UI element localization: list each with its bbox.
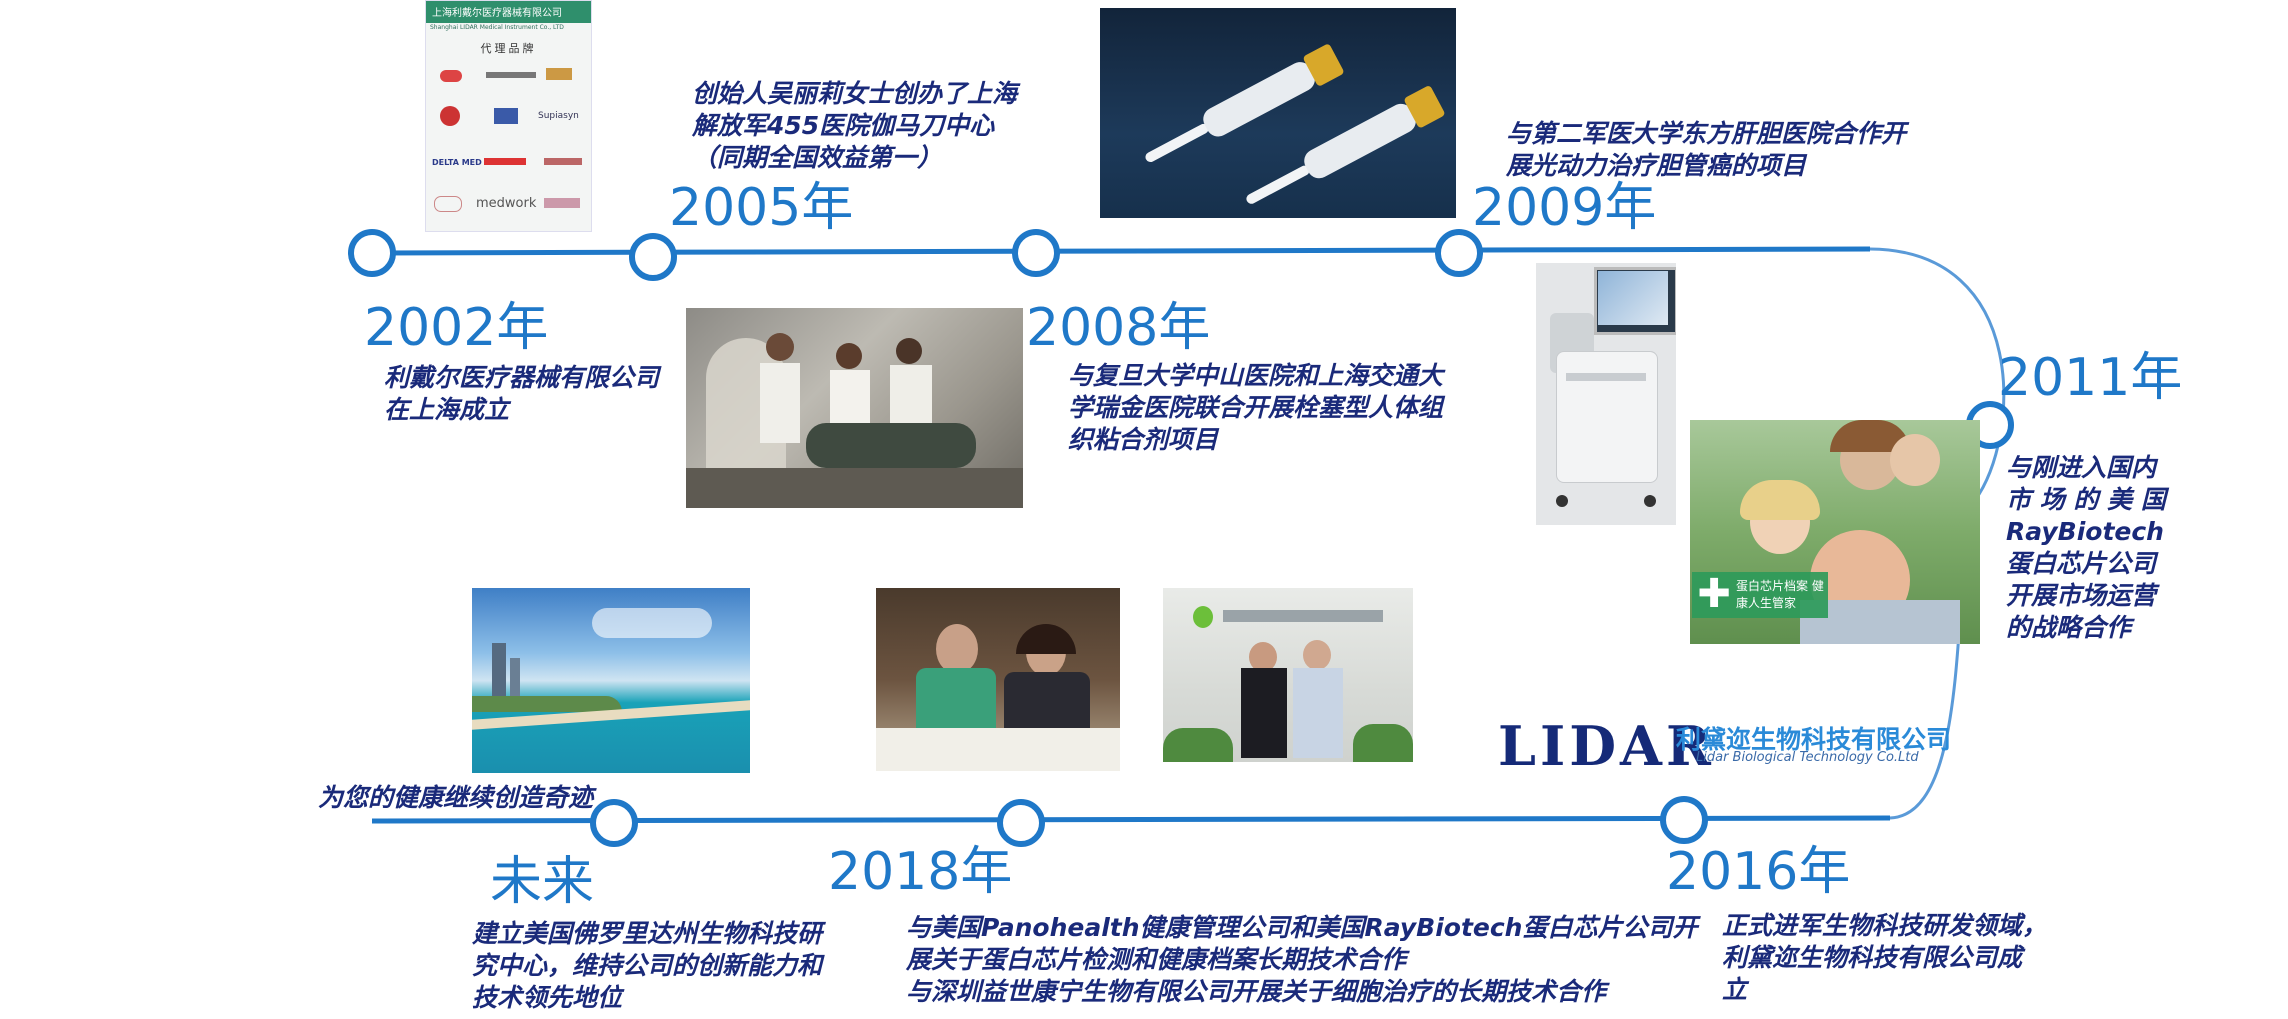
desc-line: 与深圳益世康宁生物有限公司开展关于细胞治疗的长期技术合作 (906, 977, 1607, 1006)
desc-line: 创始人吴丽莉女士创办了上海 (692, 79, 1018, 108)
desc-line: 蛋白芯片公司 (2006, 549, 2157, 578)
plus-icon: ✚ (1697, 571, 1731, 617)
desc-line: 与第二军医大学东方肝胆医院合作开 (1506, 119, 1907, 148)
timeline-top-line (371, 246, 1871, 256)
desc-line: 织粘合剂项目 (1068, 425, 1219, 454)
desc-line: 的战略合作 (2006, 613, 2132, 642)
desc-line: 与刚进入国内 (2006, 453, 2157, 482)
year-2016: 2016年 (1666, 842, 1851, 902)
desc-line: 正式进军生物科技研发领域， (1722, 911, 2048, 940)
desc-line: 展光动力治疗胆管癌的项目 (1506, 151, 1807, 180)
desc-2011: 与刚进入国内 市 场 的 美 国 RayBiotech 蛋白芯片公司 开展市场运… (2006, 452, 2166, 644)
desc-line: RayBiotech (2006, 517, 2164, 546)
desc-line: 在上海成立 (384, 395, 510, 424)
desc-line: 立 (1722, 975, 1748, 1004)
photo-medical-tubes (1100, 8, 1456, 218)
year-2005: 2005年 (669, 178, 854, 238)
node-2009 (1435, 229, 1483, 277)
logo-name-en: Lidar Biological Technology Co.Ltd (1696, 750, 1919, 765)
node-2008 (1012, 229, 1060, 277)
logo-mark: LIDAR (1498, 714, 1715, 778)
desc-2002: 利戴尔医疗器械有限公司 在上海成立 (384, 362, 659, 426)
desc-2008: 与复旦大学中山医院和上海交通大 学瑞金医院联合开展栓塞型人体组 织粘合剂项目 (1068, 360, 1443, 456)
photo-brand-sheet: 上海利戴尔医疗器械有限公司 Shanghai LIDAR Medical Ins… (425, 0, 592, 232)
desc-line: 与复旦大学中山医院和上海交通大 (1068, 361, 1444, 390)
year-2011: 2011年 (1998, 348, 2183, 408)
desc-future: 建立美国佛罗里达州生物科技研 究中心，维持公司的创新能力和 技术领先地位 (472, 918, 822, 1014)
desc-line: 建立美国佛罗里达州生物科技研 (472, 919, 823, 948)
brand-delta-med: DELTA MED (432, 158, 482, 167)
brand-sheet-subheader: Shanghai LIDAR Medical Instrument Co., L… (430, 24, 564, 31)
node-2005 (629, 233, 677, 281)
photo-family: ✚ 蛋白芯片档案 健康人生管家 (1690, 420, 1980, 644)
family-sign-text: 蛋白芯片档案 健康人生管家 (1736, 579, 1824, 610)
desc-line: 解放军455医院伽马刀中心 (692, 111, 995, 140)
desc-line: 利黛迩生物科技有限公司成 (1722, 943, 2023, 972)
desc-line: （同期全国效益第一） (692, 143, 943, 172)
photo-laser-machine (1536, 263, 1676, 525)
year-future: 未来 (490, 852, 595, 912)
desc-2018: 与美国Panohealth健康管理公司和美国RayBiotech蛋白芯片公司开 … (906, 912, 1697, 1008)
year-2008: 2008年 (1026, 298, 1211, 358)
node-2018 (997, 799, 1045, 847)
slogan: 为您的健康继续创造奇迹 (318, 783, 594, 812)
brand-sheet-title: 代理品牌 (480, 42, 537, 55)
desc-line: 与美国Panohealth健康管理公司和美国RayBiotech蛋白芯片公司开 (906, 913, 1698, 942)
desc-2009: 与第二军医大学东方肝胆医院合作开 展光动力治疗胆管癌的项目 (1506, 118, 1906, 182)
desc-line: 究中心，维持公司的创新能力和 (472, 951, 823, 980)
year-2009: 2009年 (1472, 178, 1657, 238)
desc-2005: 创始人吴丽莉女士创办了上海 解放军455医院伽马刀中心 （同期全国效益第一） (692, 78, 1017, 174)
brand-sheet-header: 上海利戴尔医疗器械有限公司 (432, 8, 562, 19)
photo-dinner-meeting (876, 588, 1120, 771)
photo-gamma-knife-team (686, 308, 1023, 508)
logo-name-cn: 利黛迩生物科技有限公司 (1676, 725, 1952, 754)
node-2016 (1660, 796, 1708, 844)
year-2018: 2018年 (828, 842, 1013, 902)
node-future (590, 799, 638, 847)
desc-line: 展关于蛋白芯片检测和健康档案长期技术合作 (906, 945, 1407, 974)
desc-line: 技术领先地位 (472, 983, 623, 1012)
desc-2016: 正式进军生物科技研发领域， 利黛迩生物科技有限公司成 立 (1722, 910, 2047, 1006)
desc-line: 利戴尔医疗器械有限公司 (384, 363, 660, 392)
year-2002: 2002年 (364, 298, 549, 358)
desc-line: 市 场 的 美 国 (2006, 485, 2166, 514)
desc-line: 学瑞金医院联合开展栓塞型人体组 (1068, 393, 1444, 422)
desc-line: 开展市场运营 (2006, 581, 2157, 610)
node-2002 (348, 229, 396, 277)
lidar-logo: LIDAR 利黛迩生物科技有限公司 Lidar Biological Techn… (1498, 714, 1951, 778)
brand-supiasyn: Supiasyn (538, 111, 579, 121)
photo-florida-beach (472, 588, 750, 773)
brand-medwork: medwork (476, 196, 537, 211)
photo-office-meeting (1163, 588, 1413, 762)
